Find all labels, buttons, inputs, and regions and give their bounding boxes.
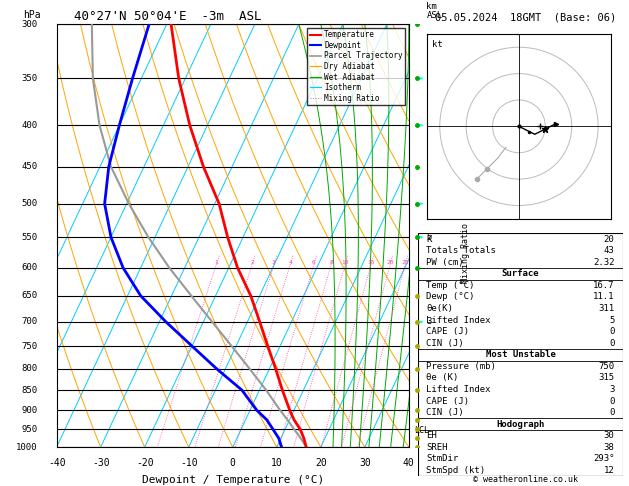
Text: 400: 400: [21, 121, 37, 130]
Text: 650: 650: [21, 291, 37, 300]
Text: Most Unstable: Most Unstable: [486, 350, 555, 359]
Text: 0: 0: [609, 408, 615, 417]
Text: 3: 3: [609, 385, 615, 394]
Text: Totals Totals: Totals Totals: [426, 246, 496, 255]
Text: 2: 2: [250, 260, 253, 265]
Text: CAPE (J): CAPE (J): [426, 327, 469, 336]
Text: hPa: hPa: [23, 10, 41, 20]
Text: 15: 15: [367, 260, 375, 265]
Text: -30: -30: [92, 458, 109, 468]
Text: 0: 0: [609, 397, 615, 405]
Text: 293°: 293°: [593, 454, 615, 464]
Text: 4: 4: [288, 260, 292, 265]
Text: 300: 300: [21, 20, 37, 29]
Text: LCL: LCL: [414, 426, 429, 435]
Text: 12: 12: [604, 466, 615, 475]
Text: 311: 311: [598, 304, 615, 313]
Text: Hodograph: Hodograph: [496, 420, 545, 429]
Text: 6: 6: [312, 260, 316, 265]
Text: 350: 350: [21, 74, 37, 83]
Text: PW (cm): PW (cm): [426, 258, 464, 267]
Text: θe(K): θe(K): [426, 304, 454, 313]
Text: 950: 950: [21, 425, 37, 434]
Text: kt: kt: [432, 40, 443, 49]
Text: 3: 3: [272, 260, 276, 265]
Text: K: K: [426, 235, 432, 243]
Text: Dewpoint / Temperature (°C): Dewpoint / Temperature (°C): [142, 475, 324, 485]
Text: 10: 10: [271, 458, 282, 468]
Text: Dewp (°C): Dewp (°C): [426, 293, 475, 301]
Text: © weatheronline.co.uk: © weatheronline.co.uk: [473, 474, 577, 484]
Text: 40°27'N 50°04'E  -3m  ASL: 40°27'N 50°04'E -3m ASL: [74, 10, 262, 23]
Text: Pressure (mb): Pressure (mb): [426, 362, 496, 371]
Text: CIN (J): CIN (J): [426, 339, 464, 347]
Text: 8: 8: [330, 260, 333, 265]
Text: 20: 20: [315, 458, 326, 468]
Text: θe (K): θe (K): [426, 373, 459, 382]
Text: 2.32: 2.32: [593, 258, 615, 267]
Text: 600: 600: [21, 263, 37, 272]
Text: 5: 5: [426, 233, 432, 242]
Text: 1: 1: [214, 260, 218, 265]
Text: 16.7: 16.7: [593, 281, 615, 290]
Text: 0: 0: [609, 327, 615, 336]
Text: EH: EH: [426, 431, 437, 440]
Text: 30: 30: [604, 431, 615, 440]
Text: 750: 750: [598, 362, 615, 371]
Text: 315: 315: [598, 373, 615, 382]
Text: 500: 500: [21, 199, 37, 208]
Text: 38: 38: [604, 443, 615, 452]
Text: Mixing Ratio (g/kg): Mixing Ratio (g/kg): [460, 188, 470, 283]
Text: 25: 25: [401, 260, 409, 265]
Legend: Temperature, Dewpoint, Parcel Trajectory, Dry Adiabat, Wet Adiabat, Isotherm, Mi: Temperature, Dewpoint, Parcel Trajectory…: [308, 28, 405, 105]
Text: 20: 20: [604, 235, 615, 243]
Text: -40: -40: [48, 458, 65, 468]
Text: 7: 7: [426, 121, 432, 130]
Text: 40: 40: [403, 458, 415, 468]
Text: SREH: SREH: [426, 443, 448, 452]
Text: 11.1: 11.1: [593, 293, 615, 301]
Text: 5: 5: [609, 315, 615, 325]
Text: Lifted Index: Lifted Index: [426, 385, 491, 394]
Text: 10: 10: [342, 260, 349, 265]
Text: StmSpd (kt): StmSpd (kt): [426, 466, 486, 475]
Text: 43: 43: [604, 246, 615, 255]
Text: km
ASL: km ASL: [426, 2, 443, 20]
Text: StmDir: StmDir: [426, 454, 459, 464]
Text: 800: 800: [21, 364, 37, 373]
Text: Surface: Surface: [502, 269, 539, 278]
Text: 0: 0: [230, 458, 236, 468]
Text: 0: 0: [609, 339, 615, 347]
Text: 700: 700: [21, 317, 37, 327]
Text: 05.05.2024  18GMT  (Base: 06): 05.05.2024 18GMT (Base: 06): [435, 12, 616, 22]
Text: 750: 750: [21, 342, 37, 350]
Text: -10: -10: [180, 458, 198, 468]
Text: -20: -20: [136, 458, 153, 468]
Text: CAPE (J): CAPE (J): [426, 397, 469, 405]
Text: 8: 8: [426, 74, 432, 83]
Text: Temp (°C): Temp (°C): [426, 281, 475, 290]
Text: 900: 900: [21, 406, 37, 415]
Text: Lifted Index: Lifted Index: [426, 315, 491, 325]
Text: 850: 850: [21, 385, 37, 395]
Text: 450: 450: [21, 162, 37, 171]
Text: 6: 6: [426, 199, 432, 208]
Text: CIN (J): CIN (J): [426, 408, 464, 417]
Text: 3: 3: [426, 317, 432, 327]
Text: 1000: 1000: [16, 443, 37, 451]
Text: 30: 30: [359, 458, 370, 468]
Text: 550: 550: [21, 233, 37, 242]
Text: 20: 20: [386, 260, 394, 265]
